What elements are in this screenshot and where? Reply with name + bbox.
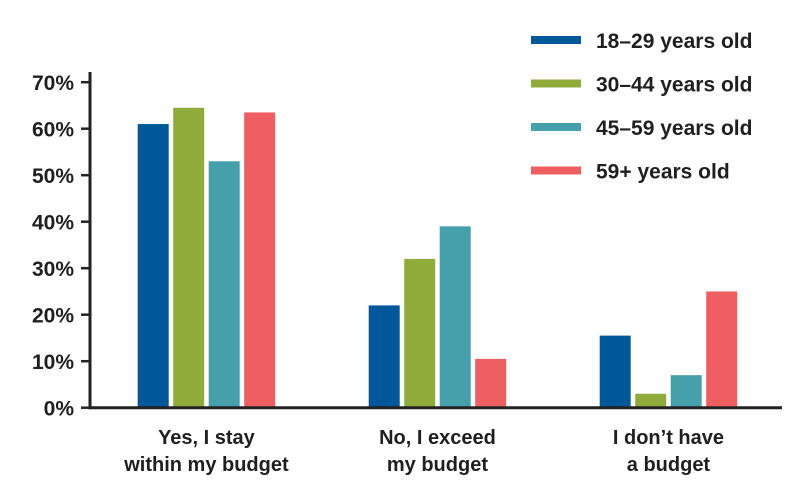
legend-item: 30–44 years old bbox=[531, 74, 752, 97]
legend-swatch bbox=[531, 123, 581, 131]
x-axis: Yes, I stay within my budget No, I exceed m… bbox=[88, 406, 782, 476]
x-category-label: within my budget bbox=[123, 454, 289, 476]
legend-label: 45–59 years old bbox=[596, 117, 752, 140]
x-category-label: No, I exceed bbox=[379, 427, 496, 449]
y-tick-label: 20% bbox=[32, 305, 74, 328]
y-tick-label: 70% bbox=[32, 72, 74, 95]
bar bbox=[404, 258, 436, 408]
legend-label: 18–29 years old bbox=[596, 30, 752, 53]
y-tick-label: 30% bbox=[32, 258, 74, 281]
legend-swatch bbox=[531, 36, 581, 44]
legend-swatch bbox=[531, 166, 581, 175]
bar bbox=[706, 291, 738, 408]
y-tick-label: 10% bbox=[32, 351, 74, 374]
x-category-label: I don’t have bbox=[613, 427, 724, 449]
x-category-label: my budget bbox=[387, 454, 488, 476]
y-tick-label: 60% bbox=[32, 119, 74, 142]
legend-item: 59+ years old bbox=[531, 161, 730, 184]
bar bbox=[635, 393, 667, 408]
y-tick-label: 40% bbox=[32, 212, 74, 235]
legend: 18–29 years old 30–44 years old 45–59 year… bbox=[531, 30, 752, 184]
y-tick-label: 0% bbox=[44, 398, 75, 421]
bar bbox=[368, 305, 400, 408]
bar bbox=[670, 375, 702, 408]
bar bbox=[173, 107, 205, 408]
bar bbox=[439, 226, 471, 408]
y-axis: 0% 10% 20% 30% 40% 50% 60% 70% bbox=[32, 72, 92, 421]
x-category-label: a budget bbox=[627, 454, 711, 476]
legend-swatch bbox=[531, 79, 581, 88]
legend-label: 30–44 years old bbox=[596, 74, 752, 97]
legend-label: 59+ years old bbox=[596, 161, 730, 184]
bar bbox=[208, 161, 240, 408]
bar bbox=[599, 335, 631, 408]
x-category-label: Yes, I stay bbox=[158, 427, 256, 449]
bar bbox=[244, 112, 276, 408]
legend-item: 45–59 years old bbox=[531, 117, 752, 140]
bar bbox=[475, 358, 507, 408]
y-tick-label: 50% bbox=[32, 165, 74, 188]
bars bbox=[137, 107, 738, 408]
legend-item: 18–29 years old bbox=[531, 30, 752, 53]
bar bbox=[137, 124, 169, 408]
